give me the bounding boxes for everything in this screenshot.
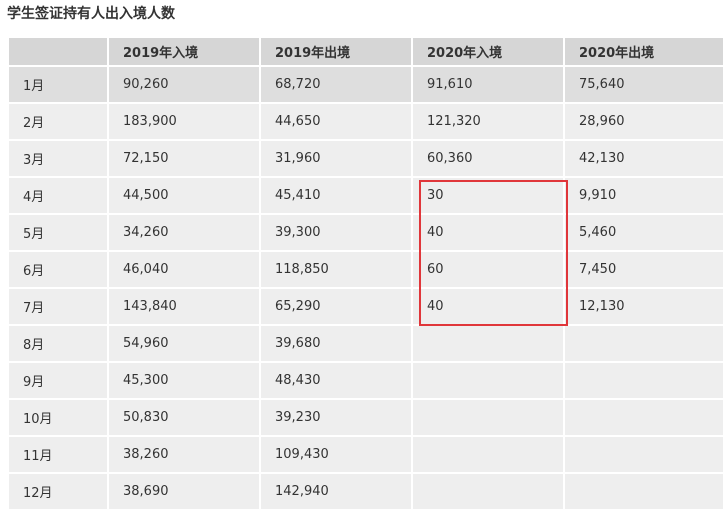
table-cell (565, 400, 725, 437)
table-row: 10月 50,830 39,230 (9, 400, 725, 437)
month-cell: 2月 (9, 104, 109, 141)
month-cell: 10月 (9, 400, 109, 437)
table-cell: 46,040 (109, 252, 261, 289)
table-cell: 9,910 (565, 178, 725, 215)
table-cell: 38,260 (109, 437, 261, 474)
table-row: 3月 72,150 31,960 60,360 42,130 (9, 141, 725, 178)
table-row: 7月 143,840 65,290 40 12,130 (9, 289, 725, 326)
table-cell: 48,430 (261, 363, 413, 400)
table-cell (413, 437, 565, 474)
highlighted-cell: 40 (413, 289, 565, 326)
table-row: 6月 46,040 118,850 60 7,450 (9, 252, 725, 289)
header-cell-month (9, 38, 109, 67)
month-cell: 8月 (9, 326, 109, 363)
table-cell: 109,430 (261, 437, 413, 474)
visa-holder-table: 2019年入境 2019年出境 2020年入境 2020年出境 1月 90,26… (9, 38, 725, 511)
table-row: 2月 183,900 44,650 121,320 28,960 (9, 104, 725, 141)
highlighted-cell: 30 (413, 178, 565, 215)
table-cell: 39,300 (261, 215, 413, 252)
header-cell-2020-exit: 2020年出境 (565, 38, 725, 67)
table-cell: 75,640 (565, 67, 725, 104)
table-row: 4月 44,500 45,410 30 9,910 (9, 178, 725, 215)
month-cell: 6月 (9, 252, 109, 289)
table-cell: 39,230 (261, 400, 413, 437)
table-cell: 42,130 (565, 141, 725, 178)
table-cell: 5,460 (565, 215, 725, 252)
month-cell: 4月 (9, 178, 109, 215)
table-cell: 7,450 (565, 252, 725, 289)
table-cell: 90,260 (109, 67, 261, 104)
table-cell: 31,960 (261, 141, 413, 178)
month-cell: 5月 (9, 215, 109, 252)
table-cell: 72,150 (109, 141, 261, 178)
table-cell: 54,960 (109, 326, 261, 363)
table-row: 12月 38,690 142,940 (9, 474, 725, 511)
table-cell: 60,360 (413, 141, 565, 178)
table-row: 5月 34,260 39,300 40 5,460 (9, 215, 725, 252)
table-cell (565, 474, 725, 511)
header-cell-2020-entry: 2020年入境 (413, 38, 565, 67)
month-cell: 12月 (9, 474, 109, 511)
table-cell: 38,690 (109, 474, 261, 511)
table-cell (413, 474, 565, 511)
table-cell (413, 363, 565, 400)
table-cell: 121,320 (413, 104, 565, 141)
table-cell (413, 400, 565, 437)
table-row: 9月 45,300 48,430 (9, 363, 725, 400)
table-cell: 143,840 (109, 289, 261, 326)
header-cell-2019-entry: 2019年入境 (109, 38, 261, 67)
table-cell: 142,940 (261, 474, 413, 511)
table-cell (565, 326, 725, 363)
table-cell: 44,500 (109, 178, 261, 215)
header-cell-2019-exit: 2019年出境 (261, 38, 413, 67)
table-cell (565, 437, 725, 474)
table-cell: 65,290 (261, 289, 413, 326)
table-cell: 45,300 (109, 363, 261, 400)
table-cell: 50,830 (109, 400, 261, 437)
table-cell: 183,900 (109, 104, 261, 141)
page-title: 学生签证持有人出入境人数 (7, 6, 175, 22)
table-cell: 91,610 (413, 67, 565, 104)
table-cell: 28,960 (565, 104, 725, 141)
month-cell: 11月 (9, 437, 109, 474)
month-cell: 9月 (9, 363, 109, 400)
header-row: 2019年入境 2019年出境 2020年入境 2020年出境 (9, 38, 725, 67)
table-cell: 12,130 (565, 289, 725, 326)
table-cell: 44,650 (261, 104, 413, 141)
table-cell: 118,850 (261, 252, 413, 289)
month-cell: 3月 (9, 141, 109, 178)
month-cell: 1月 (9, 67, 109, 104)
table-row: 1月 90,260 68,720 91,610 75,640 (9, 67, 725, 104)
month-cell: 7月 (9, 289, 109, 326)
table-row: 11月 38,260 109,430 (9, 437, 725, 474)
table-cell: 68,720 (261, 67, 413, 104)
table-cell: 45,410 (261, 178, 413, 215)
table-cell (413, 326, 565, 363)
table-cell (565, 363, 725, 400)
table-cell: 39,680 (261, 326, 413, 363)
highlighted-cell: 60 (413, 252, 565, 289)
table-cell: 34,260 (109, 215, 261, 252)
highlighted-cell: 40 (413, 215, 565, 252)
table-row: 8月 54,960 39,680 (9, 326, 725, 363)
